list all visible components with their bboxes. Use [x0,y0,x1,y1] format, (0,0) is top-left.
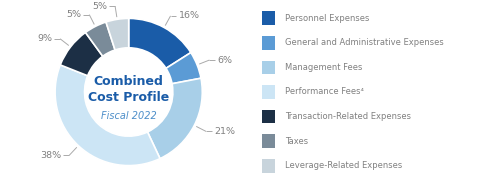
Bar [262,110,276,123]
Text: 16%: 16% [179,11,199,20]
Text: 38%: 38% [40,151,61,160]
Text: Transaction-Related Expenses: Transaction-Related Expenses [285,112,411,121]
Text: Management Fees: Management Fees [285,63,362,72]
Text: 9%: 9% [37,34,52,43]
Text: Performance Fees⁴: Performance Fees⁴ [285,88,364,96]
Text: Taxes: Taxes [285,137,308,146]
Wedge shape [166,53,201,84]
Wedge shape [129,18,191,68]
Text: Cost Profile: Cost Profile [88,91,169,104]
Text: 6%: 6% [217,56,233,65]
Bar [262,61,276,74]
Bar [262,11,276,25]
Text: 5%: 5% [66,10,81,19]
Text: Leverage-Related Expenses: Leverage-Related Expenses [285,161,402,170]
Bar [262,134,276,148]
Text: General and Administrative Expenses: General and Administrative Expenses [285,38,444,47]
Text: 5%: 5% [92,2,107,11]
Wedge shape [86,22,115,56]
Text: 21%: 21% [214,127,235,136]
Bar [262,36,276,50]
Bar [262,159,276,173]
Wedge shape [55,65,160,166]
Text: Personnel Expenses: Personnel Expenses [285,14,370,23]
Bar [262,85,276,99]
Text: Combined: Combined [94,75,164,88]
Wedge shape [148,78,202,159]
Wedge shape [60,32,103,76]
Wedge shape [106,18,129,50]
Text: Fiscal 2022: Fiscal 2022 [101,111,156,121]
